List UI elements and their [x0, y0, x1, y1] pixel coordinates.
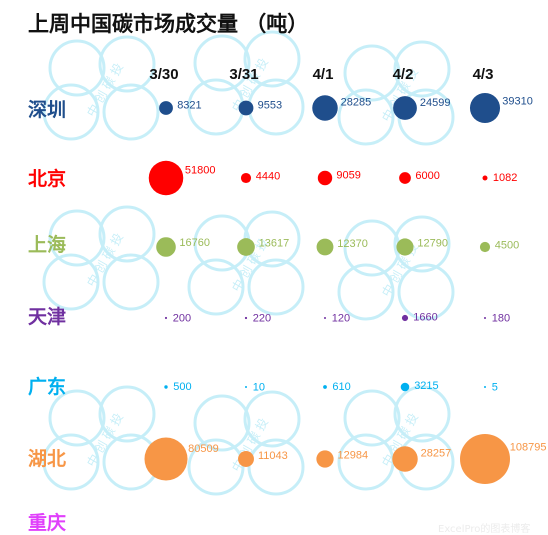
bubble	[483, 316, 487, 320]
data-label: 13617	[259, 238, 290, 250]
bubble	[323, 385, 327, 389]
bubble	[164, 385, 168, 389]
data-label: 8321	[177, 100, 201, 112]
data-label: 12790	[417, 238, 448, 250]
date-label: 4/1	[313, 66, 334, 83]
bubble	[469, 92, 501, 124]
bubble	[245, 386, 247, 388]
data-label: 500	[173, 381, 191, 393]
data-label: 108795	[510, 442, 547, 454]
bubble	[148, 160, 184, 196]
bubble	[401, 314, 409, 322]
data-label: 12370	[337, 238, 368, 250]
bubble	[238, 100, 254, 116]
bubble	[237, 238, 255, 256]
date-label: 3/31	[229, 66, 258, 83]
data-label: 4500	[495, 240, 519, 252]
bubble	[479, 241, 491, 253]
city-label-tianjin: 天津	[28, 306, 67, 328]
bubble	[484, 386, 486, 388]
bubble	[393, 96, 417, 120]
data-label: 11043	[258, 450, 288, 462]
data-label: 16760	[179, 237, 210, 249]
bubble	[312, 95, 338, 121]
bubble	[156, 237, 176, 257]
data-label: 1082	[493, 172, 517, 184]
footer-watermark: ExcelPro的图表博客	[438, 524, 531, 535]
bubble	[400, 382, 410, 392]
data-label: 200	[173, 313, 191, 325]
bubble	[316, 450, 334, 468]
data-label: 24599	[420, 97, 451, 109]
bubble	[316, 238, 334, 256]
data-label: 6000	[415, 170, 439, 182]
bubble	[240, 172, 252, 184]
bubble	[317, 170, 333, 186]
data-label: 1660	[413, 312, 437, 324]
date-label: 4/3	[473, 66, 494, 83]
data-label: 12984	[338, 450, 369, 462]
data-label: 80509	[188, 443, 219, 455]
date-label: 3/30	[149, 66, 178, 83]
data-label: 28257	[421, 448, 452, 460]
bubble	[392, 446, 418, 472]
data-label: 9059	[336, 169, 360, 181]
data-label: 10	[253, 382, 265, 394]
city-label-hubei: 湖北	[28, 448, 67, 470]
city-label-shenzhen: 深圳	[28, 99, 67, 121]
bubble	[460, 434, 510, 484]
data-label: 3215	[414, 380, 438, 392]
bubble	[238, 451, 254, 467]
data-label: 51800	[185, 164, 216, 176]
date-label: 4/2	[393, 66, 414, 83]
bubble	[399, 172, 411, 184]
city-label-shanghai: 上海	[28, 234, 67, 256]
bubble	[324, 317, 326, 319]
city-label-beijing: 北京	[28, 168, 67, 190]
data-label: 9553	[258, 99, 282, 111]
chart-title: 上周中国碳市场成交量 （吨）	[28, 12, 309, 36]
data-label: 120	[332, 313, 350, 325]
city-label-guangdong: 广东	[28, 376, 67, 398]
data-label: 5	[492, 382, 498, 394]
bubble	[482, 175, 488, 181]
bubble	[244, 316, 248, 320]
bubble	[396, 238, 414, 256]
data-label: 4440	[256, 171, 280, 183]
city-label-chongqing: 重庆	[28, 512, 67, 534]
bubble	[144, 437, 188, 481]
data-label: 39310	[502, 96, 533, 108]
data-label: 610	[332, 381, 350, 393]
data-label: 180	[492, 313, 510, 325]
bubble	[164, 316, 168, 320]
data-label: 220	[253, 312, 271, 324]
data-label: 28285	[341, 97, 372, 109]
bubble	[159, 101, 173, 115]
